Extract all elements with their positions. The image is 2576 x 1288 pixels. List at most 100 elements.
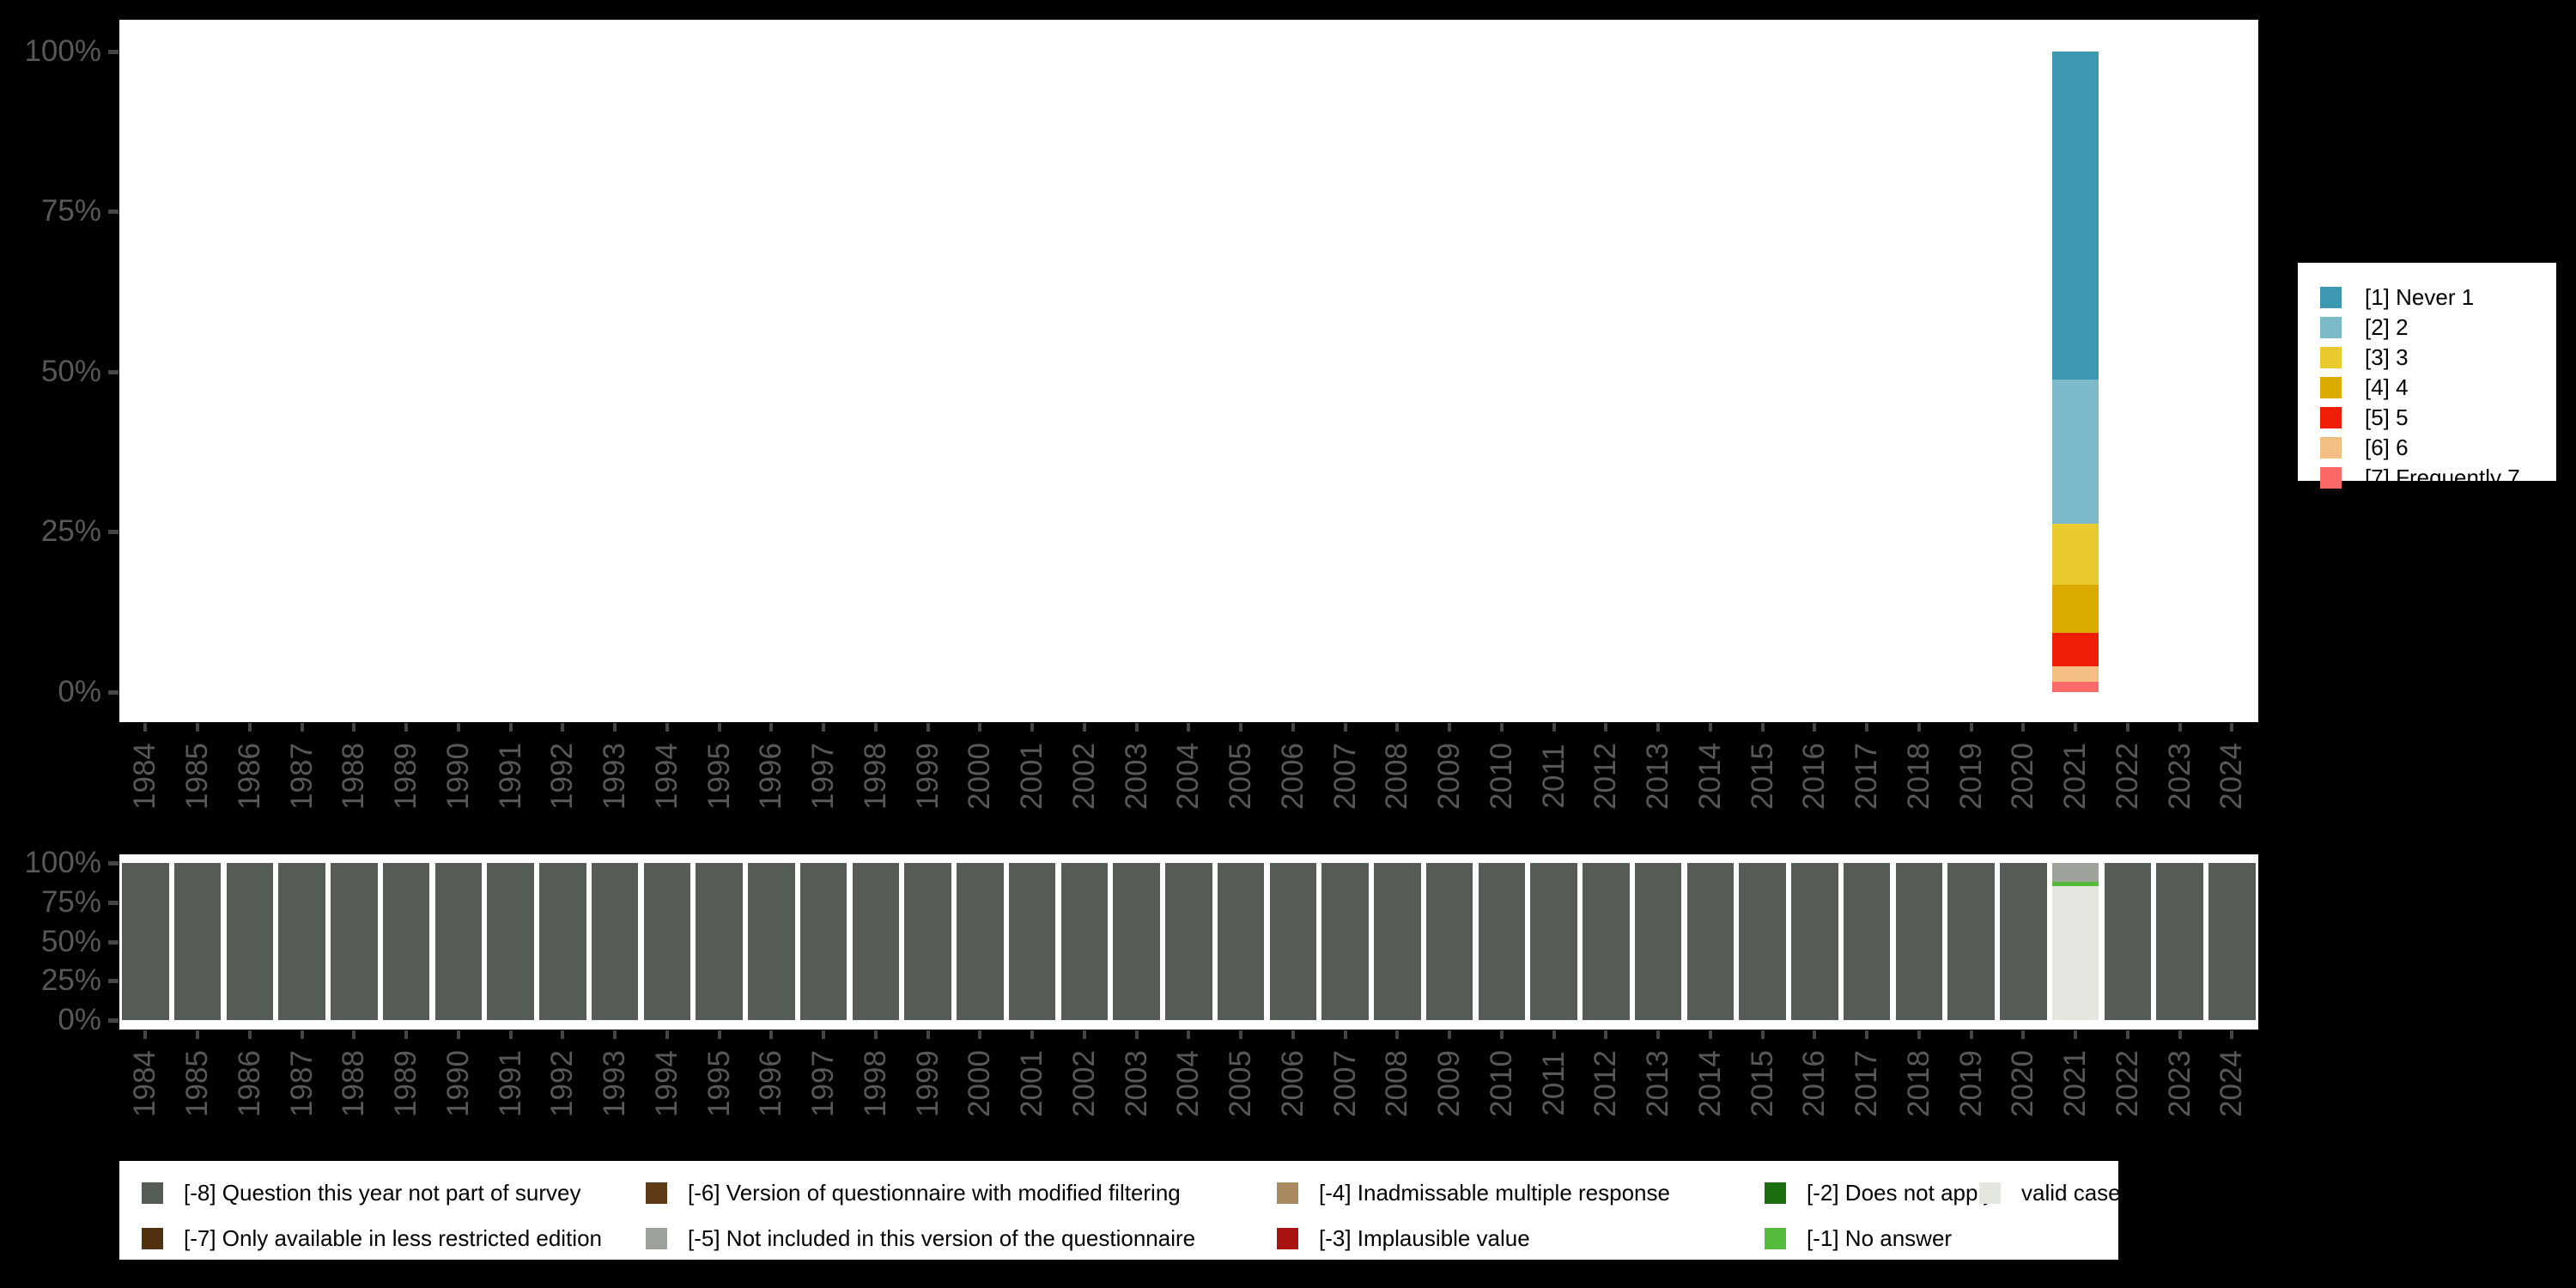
x-label-cell-1991: 1991 bbox=[484, 735, 537, 817]
x-tick-mark bbox=[1134, 723, 1139, 732]
x-tick-mark bbox=[1343, 1030, 1347, 1039]
x-label-cell-2012: 2012 bbox=[1580, 735, 1632, 817]
bar-1988 bbox=[331, 863, 378, 1020]
x-tick-cell-2018 bbox=[1893, 723, 1946, 732]
legend-item: [2] 2 bbox=[2320, 314, 2556, 340]
x-tick-label-2024: 2024 bbox=[2215, 1050, 2249, 1117]
year-slot-1993 bbox=[589, 20, 641, 722]
x-label-cell-2007: 2007 bbox=[1319, 1042, 1371, 1125]
x-tick-mark bbox=[1656, 723, 1661, 732]
legend-item: [-4] Inadmissable multiple response bbox=[1277, 1180, 1670, 1206]
x-label-cell-2007: 2007 bbox=[1319, 735, 1371, 817]
year-slot-1994 bbox=[641, 854, 694, 1030]
bar-segment bbox=[1425, 863, 1473, 1020]
x-label-cell-2006: 2006 bbox=[1267, 735, 1320, 817]
bar-segment bbox=[2051, 632, 2099, 667]
x-tick-mark bbox=[247, 1030, 252, 1039]
bar-segment bbox=[1739, 863, 1786, 1020]
bar-segment bbox=[1895, 863, 1943, 1020]
bar-2010 bbox=[1478, 863, 1526, 1020]
x-tick-cell-1996 bbox=[745, 723, 798, 732]
bar-2008 bbox=[1374, 863, 1421, 1020]
bar-segment bbox=[1791, 863, 1838, 1020]
legend-item: [-2] Does not apply bbox=[1765, 1180, 1994, 1206]
year-slot-2009 bbox=[1424, 854, 1476, 1030]
year-slot-2004 bbox=[1163, 20, 1215, 722]
year-slot-1999 bbox=[902, 20, 954, 722]
x-label-cell-2010: 2010 bbox=[1476, 735, 1528, 817]
bar-segment bbox=[1947, 863, 1995, 1020]
x-label-cell-1995: 1995 bbox=[693, 735, 745, 817]
x-tick-cell-1998 bbox=[850, 723, 902, 732]
x-tick-cell-1998 bbox=[850, 1030, 902, 1039]
x-tick-mark bbox=[2074, 723, 2078, 732]
year-slot-2000 bbox=[954, 20, 1006, 722]
bar-1986 bbox=[227, 52, 274, 693]
x-label-cell-1999: 1999 bbox=[902, 735, 954, 817]
legend-item-label: [7] Frequently 7 bbox=[2365, 465, 2520, 490]
legend-item-label: [-7] Only available in less restricted e… bbox=[184, 1225, 603, 1251]
x-label-cell-2020: 2020 bbox=[1997, 1042, 2050, 1125]
x-tick-cell-2006 bbox=[1267, 1030, 1320, 1039]
x-tick-mark bbox=[2074, 1030, 2078, 1039]
x-tick-label-2019: 2019 bbox=[1953, 743, 1988, 810]
year-slot-2012 bbox=[1580, 20, 1632, 722]
bar-2015 bbox=[1739, 52, 1786, 693]
bar-1989 bbox=[383, 52, 430, 693]
bar-segment bbox=[1269, 863, 1317, 1020]
x-tick-label-1984: 1984 bbox=[128, 1050, 162, 1117]
year-slot-2010 bbox=[1476, 20, 1528, 722]
x-tick-cell-1991 bbox=[484, 723, 537, 732]
x-tick-mark bbox=[613, 723, 617, 732]
bar-2012 bbox=[1583, 52, 1630, 693]
y-tick-label: 0% bbox=[58, 1003, 101, 1036]
legend-item-label: [3] 3 bbox=[2365, 344, 2409, 370]
y-tick-label: 50% bbox=[40, 924, 101, 958]
x-label-cell-2005: 2005 bbox=[1215, 735, 1267, 817]
x-tick-label-1994: 1994 bbox=[649, 1050, 683, 1117]
year-slot-2002 bbox=[1059, 20, 1111, 722]
x-tick-label-2022: 2022 bbox=[2110, 743, 2144, 810]
x-label-cell-1986: 1986 bbox=[224, 735, 276, 817]
x-tick-label-1991: 1991 bbox=[493, 743, 527, 810]
y-tick-mark bbox=[108, 369, 118, 374]
year-slot-1988 bbox=[328, 854, 380, 1030]
x-tick-label-1985: 1985 bbox=[180, 743, 215, 810]
bar-2003 bbox=[1113, 863, 1160, 1020]
bar-2024 bbox=[2208, 863, 2256, 1020]
year-slot-2003 bbox=[1110, 854, 1163, 1030]
bar-1994 bbox=[643, 863, 691, 1020]
bar-segment bbox=[696, 863, 743, 1020]
year-slot-1990 bbox=[433, 20, 485, 722]
x-tick-cell-2020 bbox=[1997, 1030, 2050, 1039]
bar-segment bbox=[1321, 863, 1369, 1020]
x-tick-cell-2009 bbox=[1424, 1030, 1476, 1039]
x-tick-mark bbox=[873, 1030, 878, 1039]
year-slot-2013 bbox=[1632, 20, 1685, 722]
x-tick-cell-2013 bbox=[1632, 1030, 1685, 1039]
x-tick-label-2023: 2023 bbox=[2162, 743, 2196, 810]
year-slot-2019 bbox=[1945, 20, 1997, 722]
x-tick-cell-2011 bbox=[1528, 723, 1580, 732]
x-tick-mark bbox=[300, 723, 304, 732]
bar-2022 bbox=[2105, 52, 2152, 693]
legend-column: [-6] Version of questionnaire with modif… bbox=[646, 1180, 1195, 1271]
legend-swatch bbox=[2320, 406, 2342, 428]
y-tick-label: 0% bbox=[58, 674, 101, 708]
bar-segment bbox=[382, 863, 430, 1020]
legend-item-label: [-4] Inadmissable multiple response bbox=[1319, 1180, 1670, 1206]
top-chart-plot-area bbox=[119, 20, 2258, 722]
legend-column: [-4] Inadmissable multiple response [-3] … bbox=[1277, 1180, 1670, 1271]
x-tick-cell-1985 bbox=[172, 723, 224, 732]
legend-item: [3] 3 bbox=[2320, 344, 2556, 370]
x-tick-cell-1987 bbox=[276, 723, 328, 732]
x-tick-label-2011: 2011 bbox=[1536, 744, 1571, 809]
bar-1990 bbox=[435, 52, 483, 693]
x-tick-mark bbox=[1187, 1030, 1191, 1039]
x-tick-label-2003: 2003 bbox=[1119, 743, 1153, 810]
year-slot-2014 bbox=[1685, 20, 1737, 722]
x-tick-mark bbox=[1499, 723, 1504, 732]
bar-segment bbox=[539, 863, 586, 1020]
x-tick-cell-2015 bbox=[1736, 723, 1789, 732]
bar-segment bbox=[1008, 863, 1056, 1020]
